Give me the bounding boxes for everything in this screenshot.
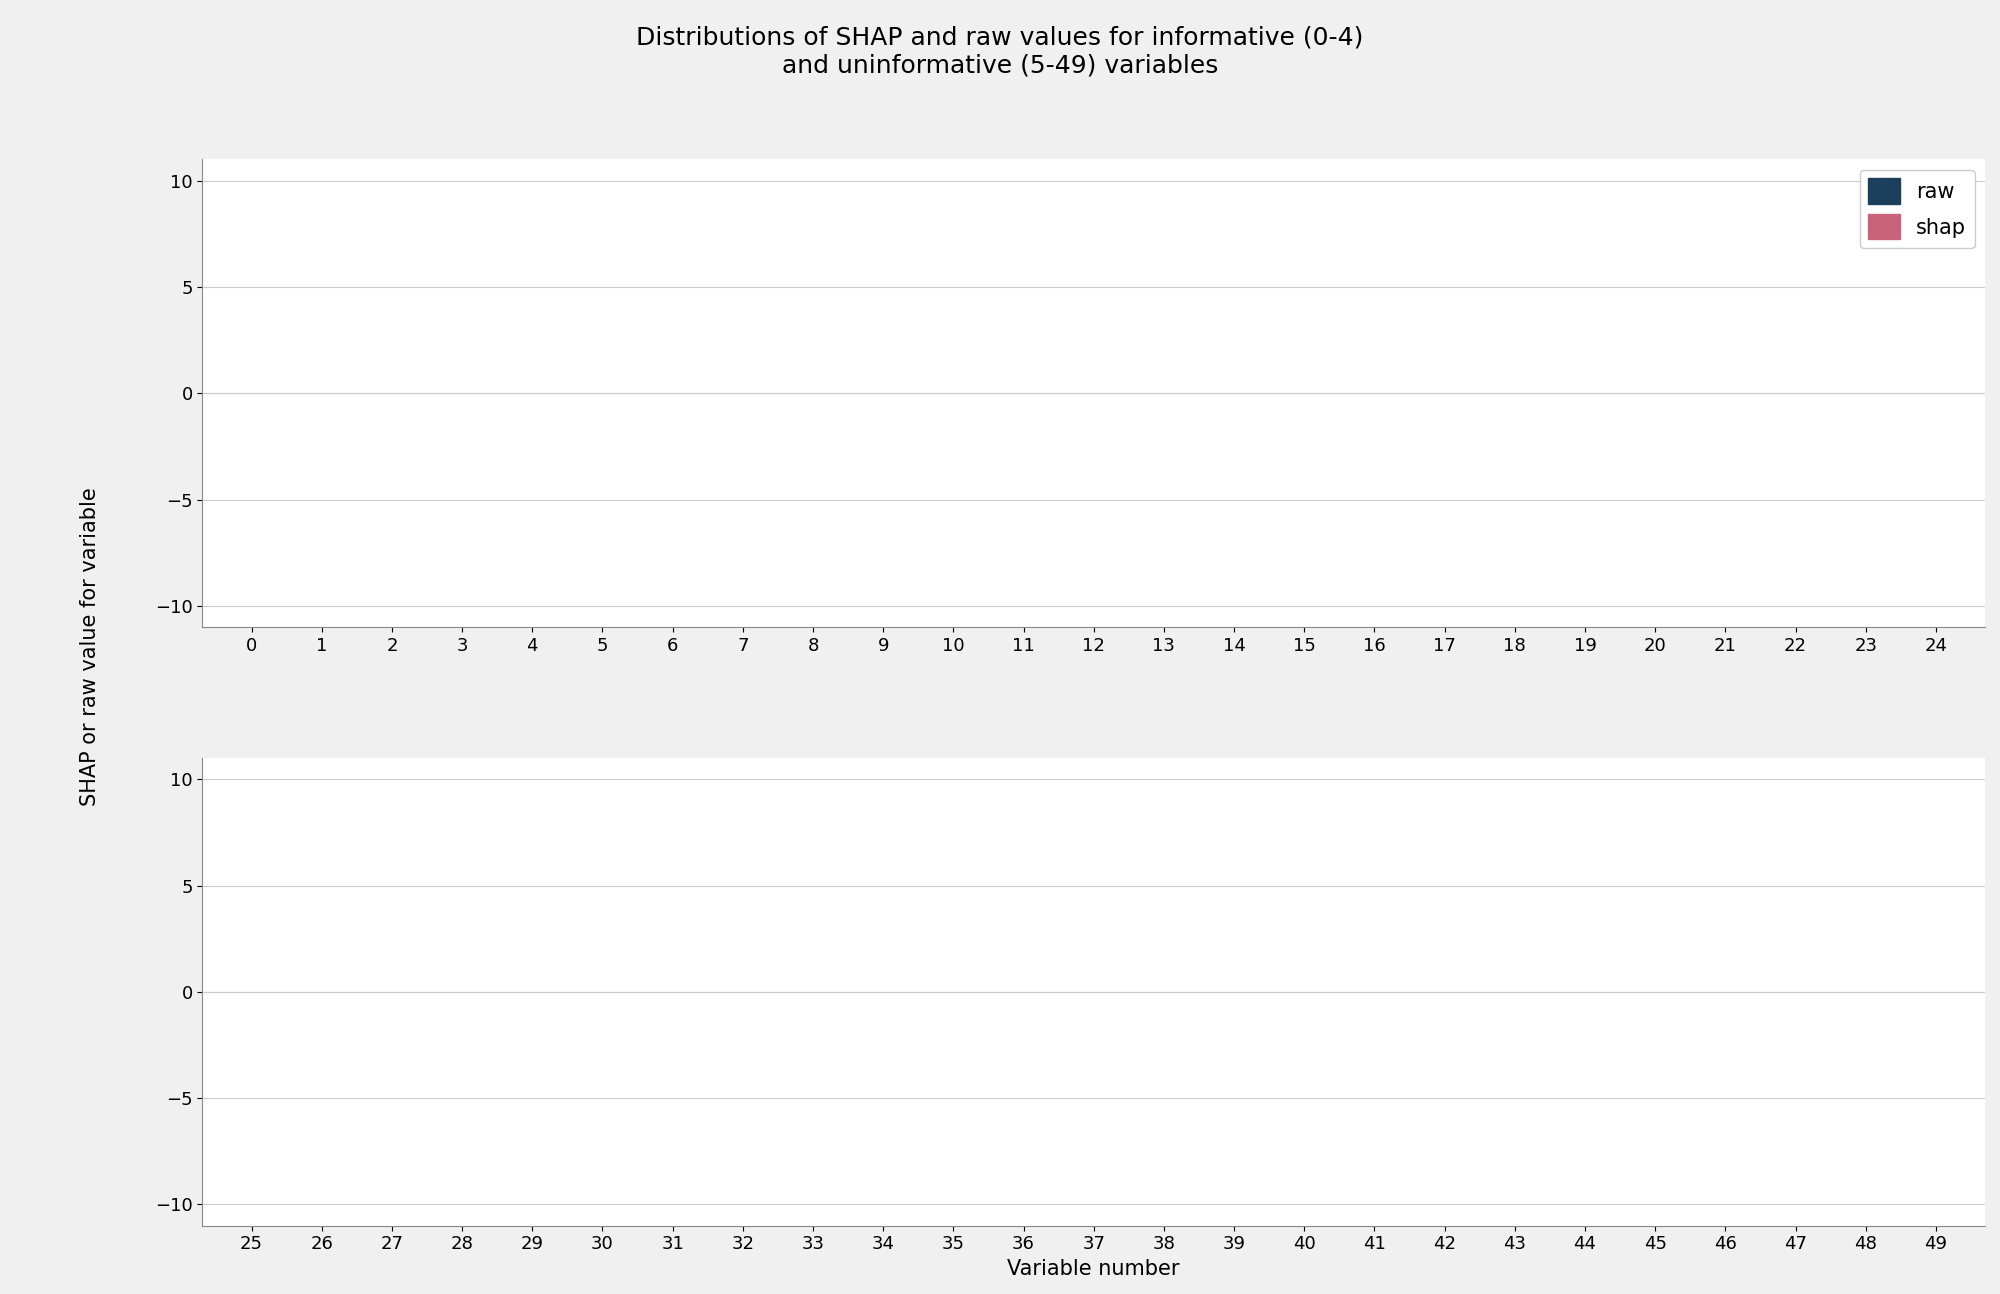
X-axis label: Variable number: Variable number	[1008, 1259, 1180, 1278]
Legend: raw, shap: raw, shap	[1860, 170, 1974, 247]
Text: SHAP or raw value for variable: SHAP or raw value for variable	[80, 488, 100, 806]
Text: Distributions of SHAP and raw values for informative (0-4)
and uninformative (5-: Distributions of SHAP and raw values for…	[636, 26, 1364, 78]
